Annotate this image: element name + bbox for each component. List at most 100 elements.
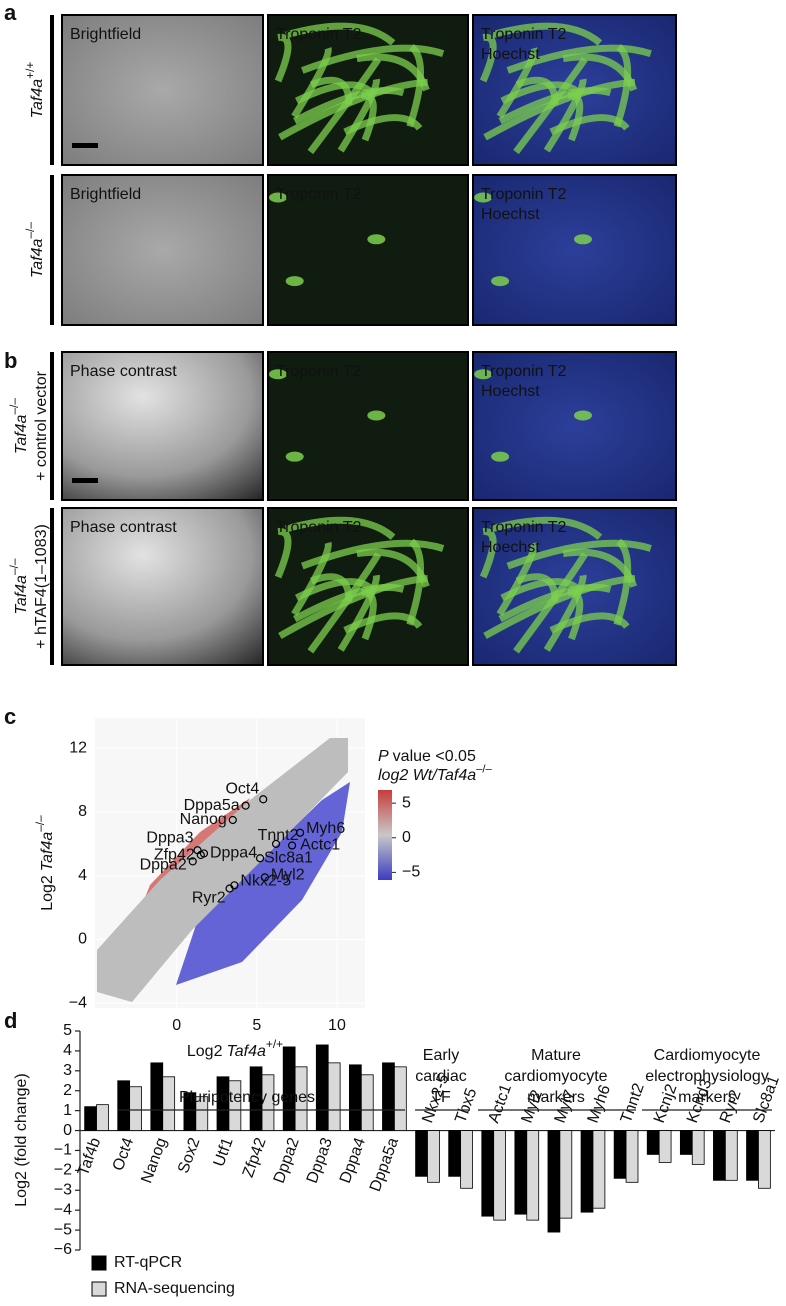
cell-structure <box>291 541 332 617</box>
cell-structure <box>573 234 592 245</box>
cell-structure <box>367 234 386 245</box>
group-label: Cardiomyocyte <box>654 1047 761 1064</box>
text-part: Log2 <box>39 875 56 911</box>
cell-structure <box>483 78 636 141</box>
y-axis-label: Log2 (fold change) <box>13 1073 30 1206</box>
image-label: Troponin T2 <box>481 363 566 380</box>
y-tick-label: 3 <box>63 1062 72 1079</box>
bar <box>691 1130 705 1165</box>
bar <box>658 1130 672 1163</box>
cell-structure <box>285 276 304 287</box>
row-bar <box>50 15 54 165</box>
y-tick-label: −1 <box>54 1142 72 1159</box>
cell-structure <box>269 192 287 203</box>
cell-structure <box>543 574 587 652</box>
cell-structure <box>343 114 423 136</box>
text-part: –/– <box>476 764 492 776</box>
micrograph <box>61 507 264 666</box>
cell-structure <box>285 22 396 46</box>
gene-point <box>225 884 234 893</box>
text-part: –/– <box>7 558 21 575</box>
y-tick-label: 2 <box>63 1082 72 1099</box>
cell-structure <box>573 410 592 421</box>
bar <box>460 1130 473 1189</box>
micrograph <box>472 174 677 326</box>
bar <box>195 1096 209 1131</box>
group-label: markers <box>527 1089 585 1106</box>
cell-structure <box>490 516 603 540</box>
bar <box>129 1086 142 1131</box>
bar <box>294 1066 308 1131</box>
cell-structure <box>269 369 287 380</box>
text-part: Taf4a <box>39 832 56 872</box>
x-tick-label: Dppa5a <box>367 1135 402 1194</box>
y-tick-label: 0 <box>78 931 87 948</box>
bar <box>746 1130 759 1181</box>
gene-point <box>260 873 269 882</box>
image-label: Troponin T2 <box>276 519 361 536</box>
panel-label: d <box>4 1008 17 1033</box>
legend-swatch <box>91 1281 107 1297</box>
bar <box>547 1130 561 1233</box>
bar <box>96 1104 109 1131</box>
gene-label: Oct4 <box>225 780 259 797</box>
text-part: P <box>378 748 389 765</box>
cell-structure <box>367 410 386 421</box>
image-label: Troponin T2 <box>276 186 361 203</box>
bar <box>150 1062 164 1131</box>
image-label: Troponin T2 <box>481 186 566 203</box>
cell-structure <box>498 583 612 623</box>
bar <box>228 1080 242 1131</box>
image-label: Brightfield <box>70 26 141 43</box>
colorbar-tick-label: 5 <box>402 794 411 811</box>
text-part: value <0.05 <box>393 748 476 765</box>
text-part: Taf4a <box>437 767 477 784</box>
image-label: Troponin T2 <box>481 519 566 536</box>
cell-structure <box>285 516 396 540</box>
cell-structure <box>506 539 652 570</box>
micrograph <box>61 14 264 166</box>
bar <box>481 1130 495 1217</box>
cell-structure <box>513 57 588 155</box>
text-part: Taf4a <box>13 575 30 615</box>
y-tick-label: 8 <box>78 803 87 820</box>
x-tick-label: Dppa4 <box>337 1135 369 1185</box>
y-tick-label: 1 <box>63 1102 72 1119</box>
image-label: Hoechst <box>481 383 540 400</box>
x-tick-label: Myh6 <box>585 1083 614 1126</box>
x-tick-label: Dppa3 <box>304 1135 336 1185</box>
bar <box>559 1130 573 1219</box>
y-tick-label: 4 <box>63 1042 72 1059</box>
micrograph <box>267 174 469 326</box>
gene-label: Zfp42 <box>154 846 195 863</box>
cell-structure <box>278 574 428 640</box>
panel-label: c <box>4 704 16 729</box>
cell-structure <box>274 528 292 579</box>
text-part: log2 Wt/ <box>378 767 438 784</box>
bar <box>415 1130 428 1177</box>
image-label: Troponin T2 <box>276 363 361 380</box>
cell-structure <box>307 552 382 654</box>
colorbar-tick-label: 0 <box>402 829 411 846</box>
gene-label: Dppa2 <box>140 857 187 874</box>
bar <box>646 1130 660 1155</box>
text-part: +/+ <box>266 1037 283 1051</box>
cell-structure <box>337 574 380 652</box>
y-tick-label: −4 <box>69 994 87 1011</box>
bar <box>514 1130 528 1215</box>
text-part: Taf4a <box>13 414 30 454</box>
gene-label: Slc8a1 <box>264 849 313 866</box>
text-part: Log2 <box>187 1043 223 1060</box>
micrograph <box>267 351 469 501</box>
cell-structure <box>506 44 652 74</box>
cell-structure <box>291 47 332 119</box>
y-axis-label: Log2 Taf4a–/– <box>33 815 56 911</box>
gene-label: Myh6 <box>306 820 345 837</box>
x-tick-label: 5 <box>252 1017 261 1034</box>
bar <box>360 1074 374 1131</box>
row-bar <box>50 508 54 665</box>
image-label: Hoechst <box>481 539 540 556</box>
